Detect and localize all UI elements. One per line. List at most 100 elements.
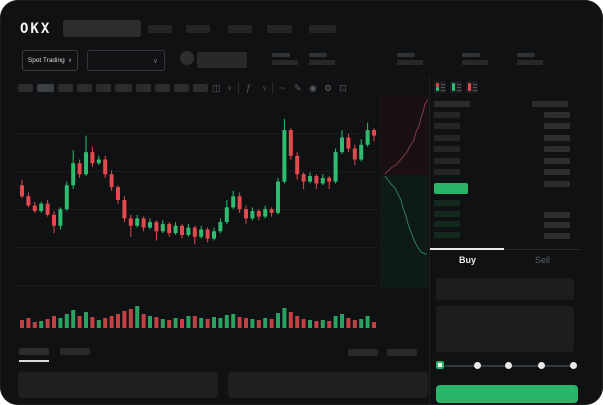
footer-panel-right[interactable] (228, 372, 428, 398)
timeframe-button-5[interactable] (96, 84, 111, 92)
chart-shape (116, 314, 120, 328)
slider-stop[interactable] (474, 362, 481, 369)
chevron-down-icon[interactable]: ∨ (227, 85, 233, 92)
timeframe-button-1[interactable] (18, 84, 33, 92)
ask-row-amount (544, 112, 570, 118)
chart-shape (135, 306, 140, 328)
line-tool-icon[interactable]: ~ (280, 83, 286, 93)
bid-row-price[interactable] (434, 232, 460, 239)
bid-row-price[interactable] (434, 221, 460, 228)
chart-shape (295, 316, 300, 328)
pair-selector-button[interactable]: Spot Trading ∨ (22, 50, 78, 71)
price-input[interactable] (436, 278, 574, 300)
ask-row-price[interactable] (434, 169, 460, 175)
chart-shape (218, 318, 223, 328)
timeframe-button-4[interactable] (77, 84, 92, 92)
timeframe-button-3[interactable] (58, 84, 73, 92)
settings-icon[interactable]: ⚙ (324, 83, 333, 93)
chart-shape (301, 174, 306, 182)
indicators-icon[interactable]: ƒ (246, 83, 252, 93)
book-both-icon[interactable] (434, 81, 446, 93)
footer-panel-left[interactable] (18, 372, 218, 398)
chart-shape (301, 319, 306, 328)
coin-avatar[interactable] (180, 51, 194, 65)
chart-shape (295, 155, 300, 175)
chart-shape (333, 152, 338, 182)
chart-shape (359, 144, 364, 160)
nav-item-1[interactable] (148, 25, 172, 33)
nav-item-5[interactable] (309, 25, 336, 33)
chart-shape (52, 316, 56, 328)
ask-row-amount (544, 134, 570, 141)
ask-row-price[interactable] (434, 112, 460, 118)
nav-item-3[interactable] (228, 25, 252, 33)
bid-row-price[interactable] (434, 200, 460, 206)
amount-input[interactable] (436, 306, 574, 352)
panel-divider (429, 76, 430, 405)
ask-row-price[interactable] (434, 146, 460, 153)
chart-shape (237, 317, 242, 328)
bottom-tab-active[interactable] (19, 348, 49, 355)
draw-icon[interactable]: ✎ (294, 83, 302, 93)
candle-type-icon[interactable]: ◫ (212, 83, 221, 93)
chart-footer-control[interactable] (348, 349, 378, 356)
pair-name-placeholder (197, 52, 247, 68)
chart-shape (103, 318, 108, 328)
chart-shape (314, 176, 319, 184)
timeframe-button-7[interactable] (136, 84, 151, 92)
symbol-dropdown[interactable]: ∨ (87, 50, 165, 71)
book-asks-icon[interactable] (466, 81, 478, 93)
orderbook-amount-header (532, 101, 568, 107)
ask-row-price[interactable] (434, 123, 460, 130)
slider-stop[interactable] (570, 362, 577, 369)
nav-item-2[interactable] (186, 25, 210, 33)
chevron-down-icon[interactable]: ∨ (262, 85, 268, 92)
chart-shape (269, 319, 274, 328)
ask-row-price[interactable] (434, 157, 460, 164)
candlestick-chart-canvas[interactable] (0, 0, 430, 405)
nav-item-4[interactable] (267, 25, 292, 33)
okx-logo[interactable]: OKX (20, 21, 52, 37)
chart-shape (327, 177, 332, 182)
chart-shape (154, 317, 159, 328)
trade-tabs-divider (430, 249, 580, 269)
chart-shape (346, 137, 351, 149)
last-price-badge[interactable] (434, 183, 468, 194)
tab-buy[interactable]: Buy (458, 255, 476, 265)
stat-label (462, 53, 480, 57)
pair-selector-label: Spot Trading (27, 57, 65, 64)
chart-shape (365, 316, 370, 328)
buy-button[interactable] (436, 385, 578, 403)
chart-shape (372, 322, 376, 328)
gridline (14, 133, 378, 134)
camera-icon[interactable]: ◉ (309, 83, 317, 93)
chart-shape (282, 130, 287, 182)
chart-shape (141, 314, 146, 328)
search-input[interactable] (63, 20, 141, 37)
timeframe-button-8[interactable] (155, 84, 170, 92)
book-bids-icon[interactable] (450, 81, 462, 93)
depth-shape (381, 175, 428, 288)
chart-footer-control[interactable] (387, 349, 417, 356)
bottom-tab[interactable] (60, 348, 90, 355)
orderbook-price-header (434, 101, 470, 107)
chart-shape (320, 177, 325, 184)
timeframe-button-10[interactable] (193, 84, 208, 92)
chart-shape (199, 229, 204, 237)
tab-sell[interactable]: Sell (534, 255, 550, 265)
bid-row-price[interactable] (434, 210, 460, 217)
timeframe-button-2[interactable] (37, 84, 54, 92)
ask-row-amount (544, 146, 570, 153)
slider-handle[interactable] (436, 361, 444, 369)
ticker-stat-5 (517, 52, 547, 66)
timeframe-button-6[interactable] (115, 84, 132, 92)
slider-stop[interactable] (538, 362, 545, 369)
chart-shape (180, 225, 184, 235)
slider-stop[interactable] (505, 362, 512, 369)
chart-shape (237, 196, 242, 210)
chart-shape (212, 231, 216, 239)
fullscreen-icon[interactable]: ⊡ (339, 83, 347, 93)
ask-row-price[interactable] (434, 134, 460, 141)
timeframe-button-9[interactable] (174, 84, 189, 92)
stat-value (272, 60, 298, 65)
